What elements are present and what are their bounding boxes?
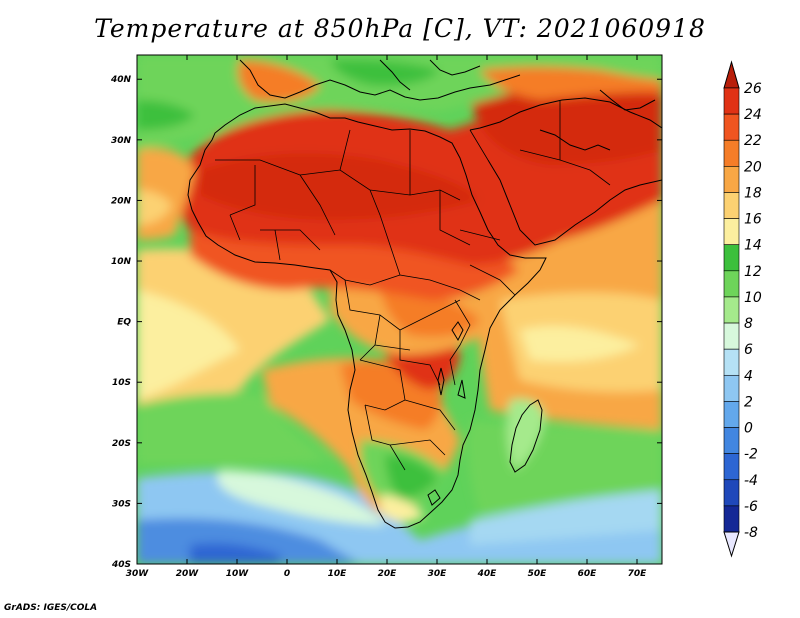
lat-label: 30S — [112, 499, 131, 509]
colorbar-label: 6 — [744, 342, 753, 358]
colorbar-band — [723, 427, 740, 454]
africa-coastline — [187, 103, 547, 529]
colorbar-band — [723, 218, 740, 246]
colorbar-label: -8 — [744, 525, 758, 541]
colorbar-label: 0 — [744, 421, 753, 437]
colorbar-top-arrow — [723, 60, 740, 89]
coastlines — [187, 59, 662, 529]
latitude-labels: 40N 30N 20N 10N EQ 10S 20S 30S 40S — [110, 75, 132, 570]
colorbar-label: 12 — [744, 264, 762, 280]
colorbar-label: -2 — [744, 447, 758, 463]
arabia-coastline — [469, 97, 662, 246]
europe-coastline — [239, 59, 521, 101]
colorbar-band — [723, 505, 740, 533]
map-frame — [136, 54, 663, 565]
colorbar-label: 14 — [744, 238, 762, 254]
colorbar-band — [723, 401, 740, 428]
colorbar-bottom-arrow — [723, 531, 740, 558]
colorbar-label: 10 — [744, 290, 762, 306]
lon-label: 30W — [126, 569, 150, 579]
lat-label: EQ — [117, 318, 131, 328]
lat-label: 40N — [110, 75, 132, 85]
lat-label: 20S — [112, 439, 131, 449]
colorbar — [723, 60, 740, 558]
colorbar-band — [723, 453, 740, 481]
colorbar-label: 16 — [744, 212, 762, 228]
colorbar-label: -4 — [744, 473, 758, 489]
grads-credit: GrADS: IGES/COLA — [4, 603, 98, 613]
colorbar-label: 20 — [744, 159, 762, 175]
gulf-coastline — [539, 89, 656, 151]
madagascar-coastline — [509, 399, 543, 473]
lon-label: 40E — [477, 569, 498, 579]
lon-label: 0 — [284, 569, 290, 579]
lon-label: 50E — [528, 569, 548, 579]
colorbar-label: 4 — [744, 368, 753, 384]
lon-label: 70E — [628, 569, 648, 579]
axis-ticks — [136, 55, 662, 565]
colorbar-band — [723, 113, 740, 141]
lat-label: 40S — [111, 560, 131, 570]
longitude-labels: 30W 20W 10W 0 10E 20E 30E 40E 50E 60E 70E — [126, 569, 647, 579]
colorbar-label: 24 — [744, 107, 762, 123]
lat-label: 20N — [111, 196, 132, 206]
colorbar-label: 8 — [744, 316, 753, 332]
colorbar-label: 22 — [744, 133, 762, 149]
colorbar-band — [723, 322, 740, 350]
lat-label: 30N — [111, 136, 132, 146]
lon-label: 10E — [328, 569, 348, 579]
colorbar-band — [723, 166, 740, 193]
colorbar-label: 26 — [744, 81, 762, 97]
lakes — [427, 321, 466, 506]
colorbar-band — [723, 479, 740, 507]
colorbar-band — [723, 87, 740, 115]
country-borders — [215, 100, 611, 471]
colorbar-label: 18 — [744, 185, 762, 201]
colorbar-band — [723, 348, 740, 376]
lat-label: 10N — [111, 257, 132, 267]
lat-label: 10S — [112, 378, 131, 388]
temperature-field — [137, 55, 662, 564]
colorbar-band — [723, 270, 740, 298]
colorbar-band — [723, 244, 740, 272]
lon-label: 10W — [226, 569, 250, 579]
colorbar-label: 2 — [744, 394, 753, 410]
lon-label: 30E — [428, 569, 448, 579]
colorbar-band — [723, 296, 740, 324]
colorbar-band — [723, 139, 740, 167]
colorbar-label: -6 — [744, 499, 758, 515]
lon-label: 20E — [378, 569, 398, 579]
colorbar-band — [723, 192, 740, 219]
lon-label: 20W — [176, 569, 200, 579]
map-title: Temperature at 850hPa [C], VT: 202106091… — [94, 14, 706, 43]
colorbar-band — [723, 374, 740, 402]
lon-label: 60E — [578, 569, 598, 579]
